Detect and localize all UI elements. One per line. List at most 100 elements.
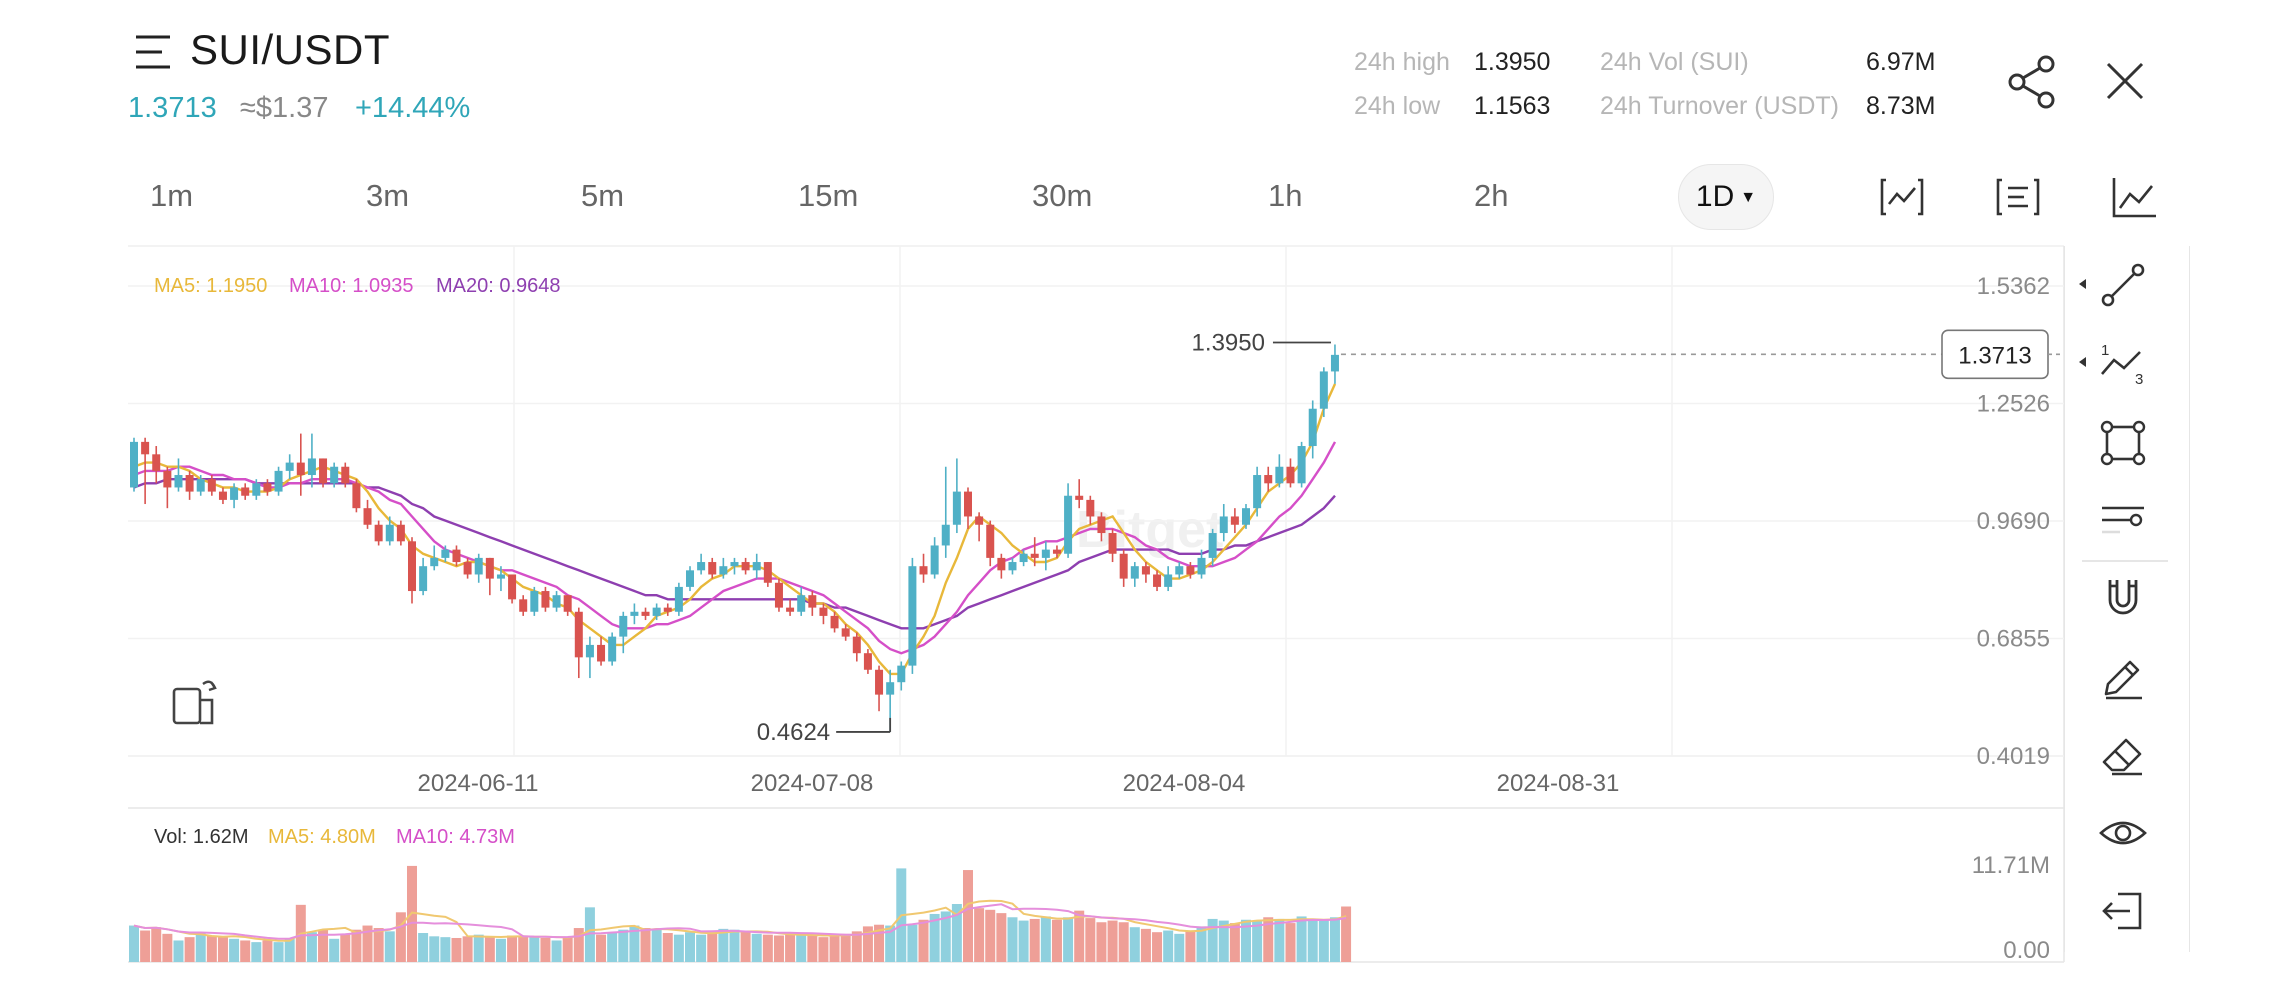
- layout-icon[interactable]: [1994, 174, 2042, 220]
- candle-body: [1186, 566, 1195, 575]
- volume-tick-label: 11.71M: [1972, 852, 2050, 879]
- candle-body: [585, 644, 594, 658]
- tab-1h[interactable]: 1h: [1268, 178, 1303, 213]
- candle-body: [1230, 516, 1239, 525]
- candle-body: [363, 508, 372, 525]
- candle-body: [1286, 466, 1295, 484]
- volume-bar: [1174, 933, 1185, 962]
- close-icon[interactable]: [2104, 60, 2146, 102]
- volume-bar: [918, 919, 929, 962]
- date-axis: 2024-06-11 2024-07-08 2024-08-04 2024-08-31: [418, 770, 1620, 797]
- candle-body: [252, 483, 261, 496]
- volume-bar: [562, 937, 573, 962]
- pair-title[interactable]: SUI/USDT: [190, 26, 391, 73]
- candle-body: [152, 454, 161, 471]
- rotate-screen-icon[interactable]: [172, 680, 217, 725]
- volume-bar: [1285, 923, 1296, 962]
- eye-icon[interactable]: [2098, 808, 2148, 858]
- volume-bar: [473, 934, 484, 962]
- candle-body: [1030, 553, 1039, 558]
- volume-bar: [796, 934, 807, 962]
- candle-body: [474, 557, 483, 575]
- candle-body: [330, 466, 339, 484]
- candle-body: [1308, 408, 1317, 447]
- volume-bar: [1018, 920, 1029, 962]
- low-marker-label: 0.4624: [757, 719, 830, 746]
- rectangle-tool-icon[interactable]: [2098, 418, 2148, 468]
- last-price: 1.3713: [128, 92, 217, 124]
- tab-1d-label: 1D: [1695, 180, 1735, 213]
- volume-bar: [951, 904, 962, 962]
- volume-bar: [696, 934, 707, 962]
- candle-body: [708, 562, 717, 575]
- volume-bar: [195, 933, 206, 962]
- volume-bar: [974, 908, 985, 962]
- volume-bar: [518, 935, 529, 962]
- tab-15m[interactable]: 15m: [798, 178, 859, 213]
- price-gridlines: [128, 285, 2064, 757]
- magnet-icon[interactable]: [2098, 574, 2148, 624]
- candle-body: [408, 541, 416, 592]
- legend-ma5: MA5: 1.1950: [154, 275, 267, 297]
- candle-body: [352, 483, 361, 509]
- volume-bar: [629, 925, 640, 962]
- volume-bar: [1307, 920, 1318, 962]
- stat-high-value: 1.3950: [1474, 48, 1551, 76]
- volume-bar: [173, 940, 184, 962]
- volume-bar: [1329, 917, 1340, 962]
- eraser-icon[interactable]: [2098, 730, 2148, 780]
- volume-bar: [384, 931, 395, 962]
- candle-body: [897, 665, 906, 683]
- candle-body: [1153, 574, 1162, 587]
- tab-5m[interactable]: 5m: [581, 178, 625, 213]
- volume-bar: [1229, 923, 1240, 962]
- exit-icon[interactable]: [2098, 886, 2148, 936]
- candle-body: [741, 562, 750, 571]
- candle-body: [686, 570, 694, 587]
- volume-bar: [551, 940, 562, 962]
- candle-body: [241, 487, 250, 496]
- legend-ma20: MA20: 0.9648: [436, 275, 561, 297]
- tab-2h[interactable]: 2h: [1474, 178, 1509, 213]
- candle-body: [1330, 354, 1339, 372]
- share-icon[interactable]: [2006, 54, 2058, 110]
- candle-body: [307, 458, 316, 476]
- fibonacci-icon[interactable]: 1 3: [2098, 338, 2148, 388]
- candle-body: [1242, 508, 1250, 525]
- high-marker-label: 1.3950: [1192, 330, 1265, 357]
- indicator-chart-icon[interactable]: [1878, 174, 1926, 220]
- volume-bar: [429, 936, 440, 962]
- trend-line-icon[interactable]: [2098, 260, 2148, 310]
- sliders-icon[interactable]: [2098, 494, 2148, 544]
- volume-bar: [1051, 919, 1062, 962]
- volume-bar: [1029, 918, 1040, 962]
- price-tick-label: 1.5362: [1977, 273, 2050, 300]
- volume-bar: [1140, 928, 1151, 962]
- line-chart-icon[interactable]: [2110, 174, 2158, 220]
- price-markers: 1.3950 0.4624 1.3713: [757, 330, 2064, 746]
- tab-1m[interactable]: 1m: [150, 178, 194, 213]
- candle-body: [674, 586, 683, 612]
- price-tick-label: 0.4019: [1977, 743, 2050, 770]
- volume-bar: [229, 938, 240, 962]
- candle-body: [875, 669, 884, 695]
- pencil-icon[interactable]: [2098, 652, 2148, 702]
- legend-ma10: MA10: 1.0935: [289, 275, 414, 297]
- candle-body: [296, 462, 305, 476]
- volume-ma10-line: [133, 903, 1347, 940]
- menu-icon[interactable]: [132, 32, 174, 72]
- volume-bar: [762, 934, 773, 962]
- volume-bar: [440, 937, 451, 962]
- tab-30m[interactable]: 30m: [1032, 178, 1093, 213]
- tab-1d-dropdown[interactable]: 1D ▼: [1678, 164, 1774, 230]
- volume-bar: [284, 938, 295, 962]
- volume-bar: [885, 925, 896, 962]
- candle-body: [663, 607, 672, 612]
- tab-3m[interactable]: 3m: [366, 178, 410, 213]
- volume-bar: [874, 924, 885, 962]
- volume-bar: [1218, 920, 1229, 962]
- candle-body: [964, 491, 972, 517]
- volume-ma-lines: [133, 899, 1347, 942]
- volume-bar: [362, 925, 373, 962]
